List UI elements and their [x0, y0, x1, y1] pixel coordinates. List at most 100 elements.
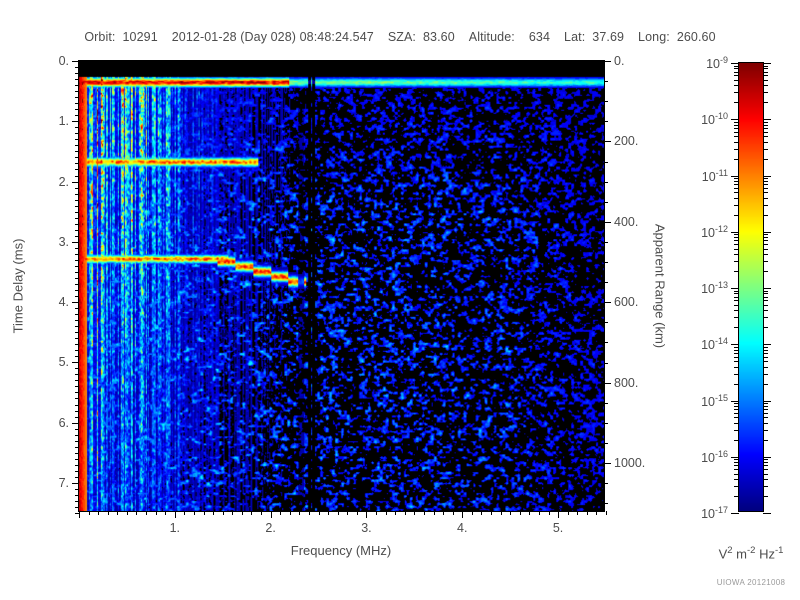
y-tick-minor [75, 404, 79, 406]
colorbar-tick-minor [763, 192, 768, 194]
colorbar-tick-major [731, 119, 739, 121]
y2-tick-major [604, 141, 611, 143]
y-tick-minor [75, 67, 79, 69]
y-tick-minor [75, 163, 79, 165]
colorbar-tick-minor [763, 75, 768, 77]
x-tick-minor [213, 511, 215, 515]
y-tick-minor [75, 73, 79, 75]
colorbar-tick-minor [763, 403, 768, 405]
colorbar-tick-major [731, 175, 739, 177]
colorbar-tick-minor [763, 346, 768, 348]
y-tick-minor [75, 253, 79, 255]
colorbar-tick-minor [734, 290, 739, 292]
x-axis-title: Frequency (MHz) [290, 543, 392, 558]
y2-tick-label: 200. [614, 134, 639, 149]
x-tick-minor [318, 511, 320, 515]
y2-tick-minor [604, 201, 608, 203]
x-tick-major [558, 511, 560, 518]
y-tick-label: 2. [58, 174, 69, 189]
x-tick-label: 5. [552, 521, 564, 535]
y-tick-minor [75, 458, 79, 460]
colorbar-tick-minor [734, 148, 739, 150]
y-tick-minor [75, 416, 79, 418]
colorbar-tick-minor [734, 204, 739, 206]
colorbar-tick-minor [763, 121, 768, 123]
x-tick-minor [423, 511, 425, 515]
x-tick-minor [452, 511, 454, 515]
y2-tick-label: 600. [614, 295, 639, 310]
y-tick-major [72, 61, 79, 62]
colorbar-tick-major [731, 400, 739, 402]
colorbar-tick-minor [734, 349, 739, 351]
y2-tick-minor [604, 402, 608, 404]
x-tick-minor [98, 511, 100, 515]
colorbar-tick-minor [734, 293, 739, 295]
colorbar-tick-minor [763, 465, 768, 467]
y-tick-minor [75, 470, 79, 472]
colorbar-tick-minor [763, 184, 768, 186]
y-tick-major [72, 362, 79, 364]
y-tick-major [72, 241, 79, 243]
colorbar-tick-minor [763, 439, 768, 441]
y-tick-minor [75, 374, 79, 376]
x-tick-minor [251, 511, 253, 515]
x-tick-minor [88, 511, 90, 515]
y-tick-minor [75, 290, 79, 291]
colorbar-tick-minor [763, 310, 768, 312]
colorbar-tick-minor [763, 261, 768, 263]
y-tick-minor [75, 488, 79, 490]
colorbar-tick-minor [734, 300, 739, 302]
colorbar-tick-minor [734, 469, 739, 471]
colorbar-tick-minor [763, 79, 768, 81]
colorbar-tick-minor [734, 121, 739, 123]
colorbar-tick-minor [734, 75, 739, 77]
colorbar-tick-minor [734, 158, 739, 160]
colorbar-tick-major [731, 231, 739, 233]
colorbar-tick-label: 10-13 [701, 279, 728, 297]
x-tick-minor [308, 511, 310, 515]
colorbar-tick-major [731, 288, 739, 289]
x-tick-minor [328, 511, 330, 515]
colorbar-tick-minor [763, 317, 768, 319]
x-tick-minor [548, 511, 550, 515]
watermark-text: UIOWA 20121008 [716, 578, 786, 587]
y-tick-label: 3. [58, 234, 69, 249]
colorbar-tick-minor [763, 417, 768, 419]
y-tick-label: 6. [58, 415, 69, 430]
y-tick-minor [75, 133, 79, 135]
x-tick-minor [165, 511, 167, 515]
colorbar-tick-major [763, 119, 771, 121]
x-tick-minor [193, 511, 195, 515]
y-tick-minor [75, 157, 79, 159]
y-tick-minor [75, 223, 79, 225]
colorbar-tick-minor [734, 366, 739, 368]
y-tick-minor [75, 368, 79, 370]
colorbar-tick-minor [763, 361, 768, 363]
y2-tick-minor [604, 181, 608, 183]
y-tick-minor [75, 350, 79, 352]
y2-tick-label: 0. [614, 54, 625, 68]
y2-tick-minor [604, 81, 608, 83]
y-tick-minor [75, 259, 79, 261]
colorbar-tick-minor [734, 473, 739, 475]
colorbar-gradient [739, 63, 763, 511]
colorbar-tick-minor [763, 127, 768, 129]
colorbar-tick-minor [763, 85, 768, 87]
colorbar-tick-minor [734, 261, 739, 263]
y-axis-right-title: Apparent Range (km) [652, 223, 668, 349]
x-tick-minor [481, 511, 483, 515]
x-tick-minor [241, 511, 243, 515]
x-tick-minor [117, 511, 119, 515]
x-tick-minor [491, 511, 493, 515]
colorbar-tick-minor [734, 352, 739, 354]
y-tick-minor [75, 392, 79, 394]
colorbar-tick-minor [763, 214, 768, 216]
colorbar-tick-major [763, 175, 771, 177]
colorbar-tick-minor [734, 68, 739, 70]
x-tick-minor [126, 511, 128, 515]
colorbar-tick-minor [734, 192, 739, 194]
x-tick-minor [299, 511, 301, 515]
colorbar-tick-minor [734, 136, 739, 138]
colorbar-tick-minor [763, 180, 768, 182]
